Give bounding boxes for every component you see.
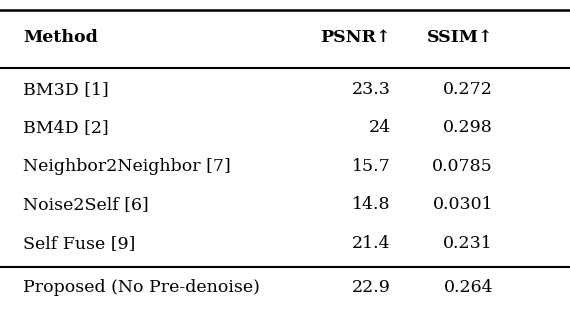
Text: Noise2Self [6]: Noise2Self [6] bbox=[23, 196, 149, 213]
Text: 0.264: 0.264 bbox=[443, 279, 493, 296]
Text: 23.3: 23.3 bbox=[352, 81, 390, 98]
Text: PSNR↑: PSNR↑ bbox=[320, 30, 390, 46]
Text: 21.4: 21.4 bbox=[352, 235, 390, 252]
Text: 0.0301: 0.0301 bbox=[433, 196, 493, 213]
Text: 0.272: 0.272 bbox=[443, 81, 493, 98]
Text: 0.298: 0.298 bbox=[443, 119, 493, 136]
Text: Method: Method bbox=[23, 30, 97, 46]
Text: SSIM↑: SSIM↑ bbox=[426, 30, 493, 46]
Text: Self Fuse [9]: Self Fuse [9] bbox=[23, 235, 135, 252]
Text: 24: 24 bbox=[368, 119, 390, 136]
Text: 15.7: 15.7 bbox=[352, 158, 390, 175]
Text: 0.231: 0.231 bbox=[443, 235, 493, 252]
Text: BM3D [1]: BM3D [1] bbox=[23, 81, 108, 98]
Text: 14.8: 14.8 bbox=[352, 196, 390, 213]
Text: Proposed (No Pre-denoise): Proposed (No Pre-denoise) bbox=[23, 279, 260, 296]
Text: 22.9: 22.9 bbox=[352, 279, 390, 296]
Text: Neighbor2Neighbor [7]: Neighbor2Neighbor [7] bbox=[23, 158, 230, 175]
Text: 0.0785: 0.0785 bbox=[432, 158, 493, 175]
Text: BM4D [2]: BM4D [2] bbox=[23, 119, 108, 136]
